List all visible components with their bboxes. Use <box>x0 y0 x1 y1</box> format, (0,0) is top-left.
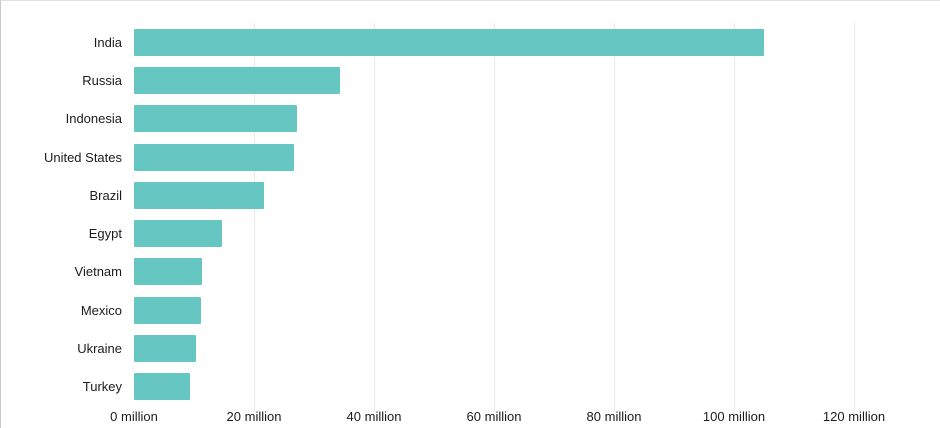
x-tick-label-80: 80 million <box>586 409 642 424</box>
bar-brazil <box>134 181 264 209</box>
category-label-ukraine: Ukraine <box>77 341 122 357</box>
bar-row-vietnam: Vietnam <box>1 253 940 291</box>
category-label-vietnam: Vietnam <box>74 264 122 280</box>
bar-row-russia: Russia <box>1 61 940 99</box>
x-tick-label-0: 0 million <box>110 409 158 424</box>
bar-row-mexico: Mexico <box>1 291 940 329</box>
bar-row-brazil: Brazil <box>1 176 940 214</box>
bar-indonesia <box>134 105 297 133</box>
category-label-brazil: Brazil <box>89 187 122 203</box>
x-tick-label-60: 60 million <box>466 409 522 424</box>
bar-row-ukraine: Ukraine <box>1 329 940 367</box>
x-axis: 0 million 20 million 40 million 60 million 8… <box>1 409 940 428</box>
category-label-egypt: Egypt <box>88 226 122 242</box>
category-label-india: India <box>93 34 122 50</box>
gridline-60 <box>494 23 495 410</box>
bar-row-india: India <box>1 23 940 61</box>
x-tick-label-20: 20 million <box>226 409 282 424</box>
bar-russia <box>134 66 340 94</box>
bar-rows: India Russia Indonesia United States Brazil E… <box>1 23 940 406</box>
gridline-40 <box>374 23 375 410</box>
x-tick-label-120: 120 million <box>822 409 886 424</box>
bar-row-united-states: United States <box>1 138 940 176</box>
gridline-120 <box>854 23 855 410</box>
category-label-mexico: Mexico <box>80 302 122 318</box>
x-tick-label-100: 100 million <box>702 409 766 424</box>
x-tick-label-40: 40 million <box>346 409 402 424</box>
gridline-80 <box>614 23 615 410</box>
gridline-20 <box>254 23 255 410</box>
bar-united-states <box>134 143 295 171</box>
category-label-russia: Russia <box>82 72 122 88</box>
category-label-united-states: United States <box>43 149 122 165</box>
category-label-indonesia: Indonesia <box>65 111 122 127</box>
bar-row-egypt: Egypt <box>1 214 940 252</box>
bar-india <box>134 28 764 56</box>
gridline-100 <box>734 23 735 410</box>
bar-mexico <box>134 296 201 324</box>
bar-turkey <box>134 373 190 401</box>
bar-row-indonesia: Indonesia <box>1 100 940 138</box>
bar-vietnam <box>134 258 203 286</box>
bar-ukraine <box>134 335 196 363</box>
bar-egypt <box>134 220 222 248</box>
bar-row-turkey: Turkey <box>1 368 940 406</box>
category-label-turkey: Turkey <box>82 379 122 395</box>
